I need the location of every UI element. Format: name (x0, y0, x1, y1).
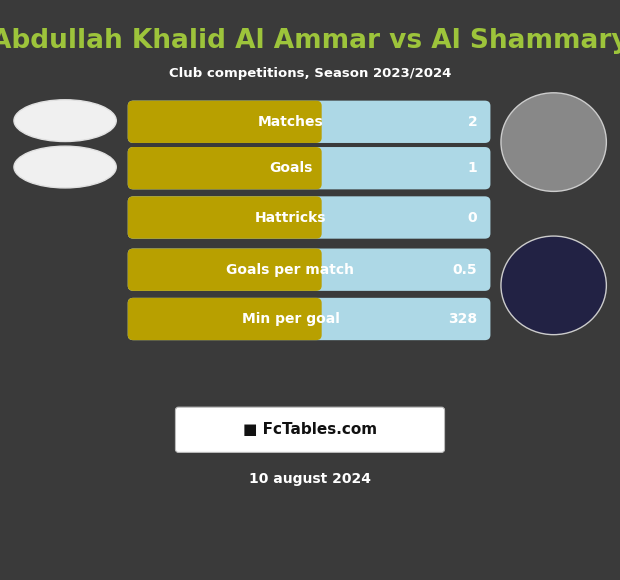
FancyBboxPatch shape (128, 197, 490, 239)
Text: Goals: Goals (269, 161, 312, 175)
Text: Min per goal: Min per goal (242, 312, 339, 326)
Text: Matches: Matches (257, 115, 324, 129)
Text: 0: 0 (467, 211, 477, 224)
FancyBboxPatch shape (128, 147, 322, 189)
Text: 1: 1 (467, 161, 477, 175)
FancyBboxPatch shape (128, 298, 490, 340)
Ellipse shape (14, 146, 117, 188)
FancyBboxPatch shape (128, 101, 322, 143)
FancyBboxPatch shape (128, 298, 322, 340)
Text: Hattricks: Hattricks (255, 211, 326, 224)
FancyBboxPatch shape (128, 248, 322, 291)
FancyBboxPatch shape (128, 248, 490, 291)
FancyBboxPatch shape (128, 147, 490, 189)
Text: ■ FcTables.com: ■ FcTables.com (243, 422, 377, 437)
Text: Abdullah Khalid Al Ammar vs Al Shammary: Abdullah Khalid Al Ammar vs Al Shammary (0, 28, 620, 53)
FancyBboxPatch shape (175, 407, 445, 452)
Text: 2: 2 (467, 115, 477, 129)
Text: Club competitions, Season 2023/2024: Club competitions, Season 2023/2024 (169, 67, 451, 80)
Text: 10 august 2024: 10 august 2024 (249, 472, 371, 485)
FancyBboxPatch shape (128, 101, 490, 143)
Circle shape (501, 93, 606, 191)
Text: 328: 328 (448, 312, 477, 326)
FancyBboxPatch shape (128, 197, 322, 239)
Text: 0.5: 0.5 (453, 263, 477, 277)
Circle shape (501, 236, 606, 335)
Text: Goals per match: Goals per match (226, 263, 355, 277)
Ellipse shape (14, 100, 117, 142)
